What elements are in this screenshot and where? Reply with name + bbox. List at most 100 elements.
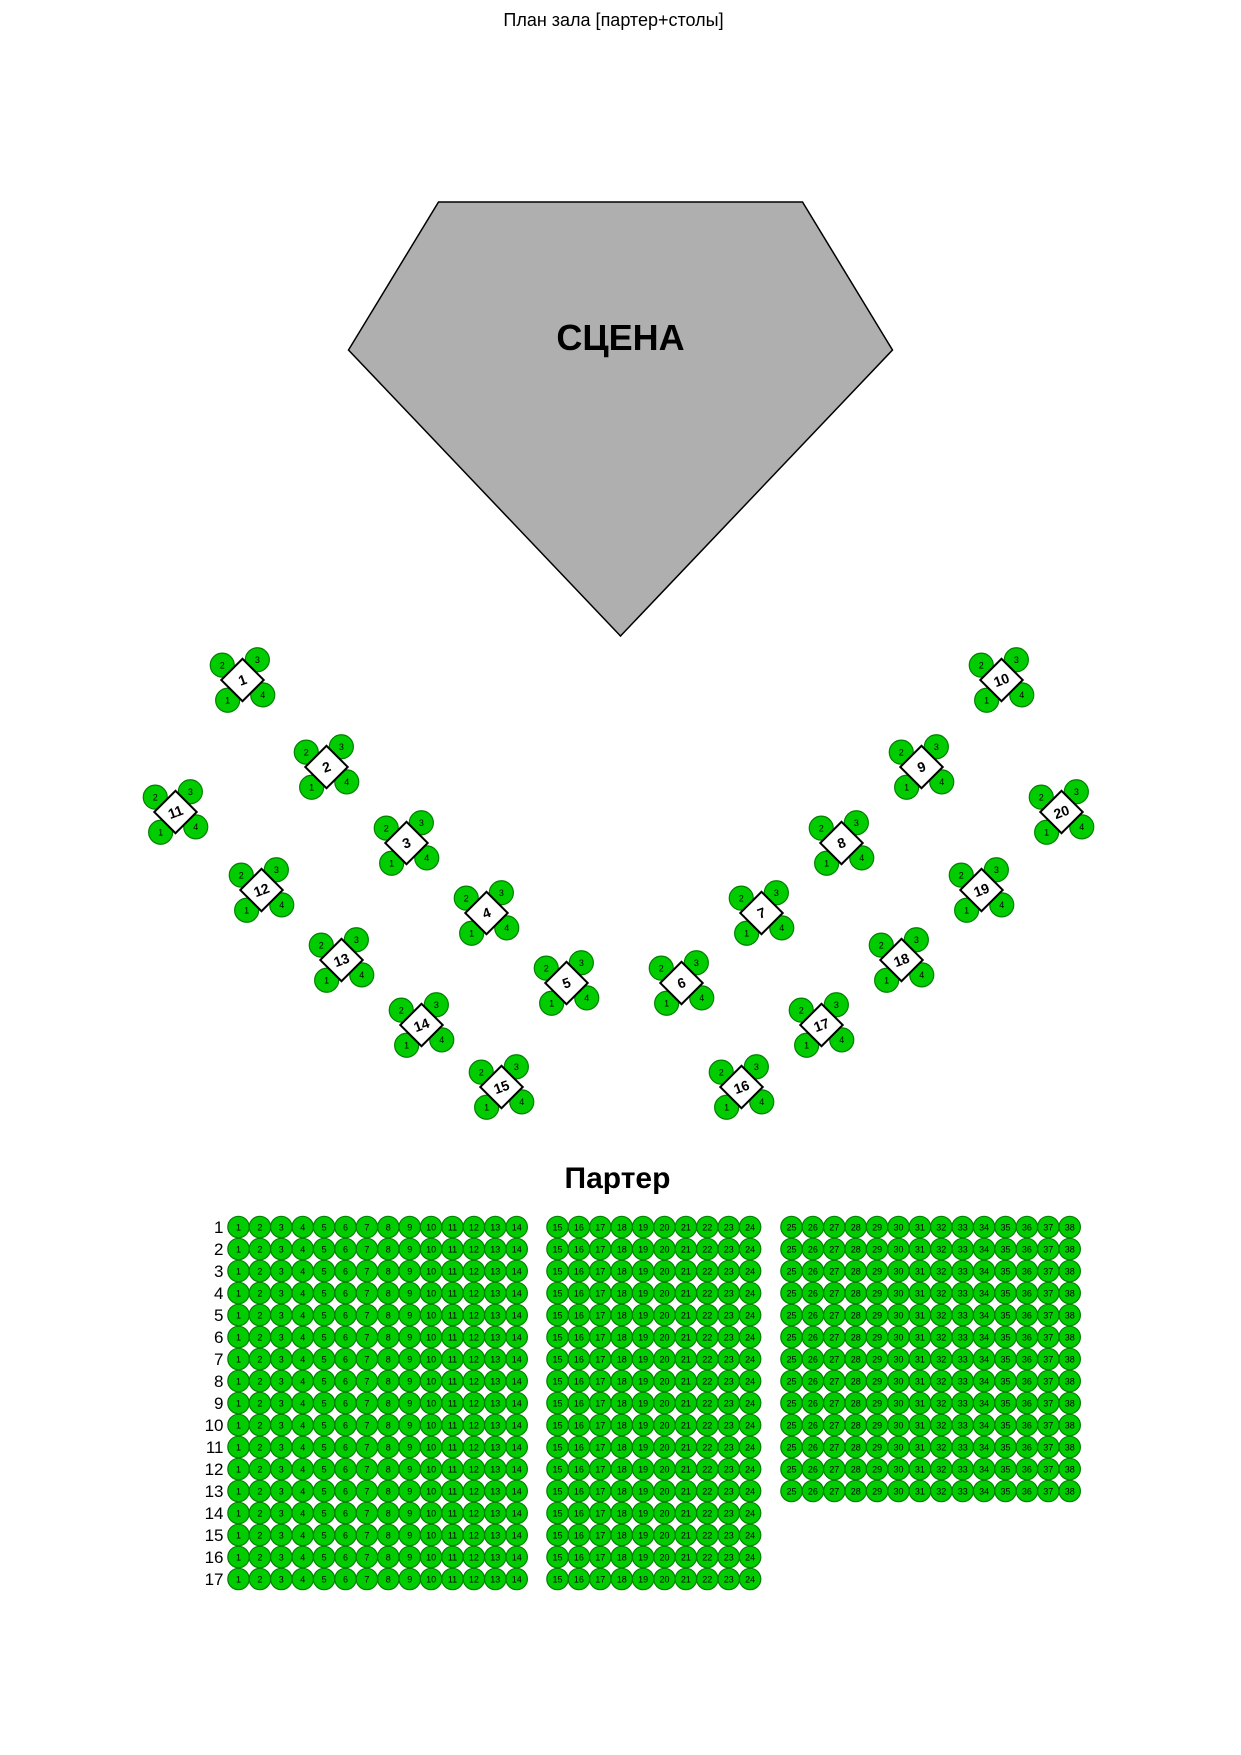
parterre-seat-label: 33 (958, 1398, 968, 1408)
parterre-seat-label: 26 (808, 1310, 818, 1320)
parterre-seat-label: 32 (936, 1442, 946, 1452)
parterre-seat-label: 25 (786, 1332, 796, 1342)
parterre-seat-label: 22 (702, 1398, 712, 1408)
parterre-seat-label: 5 (322, 1222, 327, 1232)
parterre-seat-label: 16 (574, 1398, 584, 1408)
parterre-seat-label: 27 (829, 1486, 839, 1496)
parterre-seat-label: 38 (1065, 1310, 1075, 1320)
parterre-seat-label: 30 (893, 1222, 903, 1232)
table-seat-label: 3 (419, 818, 424, 828)
table-seat-label: 3 (774, 888, 779, 898)
parterre-seat-label: 23 (724, 1288, 734, 1298)
table-seat-label: 2 (464, 893, 469, 903)
parterre-seat-label: 11 (448, 1420, 457, 1430)
parterre-seat-label: 30 (893, 1398, 903, 1408)
parterre-seat-label: 16 (574, 1464, 584, 1474)
parterre-seat-label: 24 (745, 1420, 755, 1430)
table-seat-label: 2 (959, 870, 964, 880)
parterre-seat-label: 14 (512, 1332, 522, 1342)
parterre-seat-label: 24 (745, 1332, 755, 1342)
parterre-seat-label: 33 (958, 1332, 968, 1342)
parterre-seat-label: 24 (745, 1266, 755, 1276)
parterre-seat-label: 19 (638, 1332, 648, 1342)
parterre-seat-label: 24 (745, 1574, 755, 1584)
parterre-seat-label: 32 (936, 1398, 946, 1408)
parterre-seat-label: 3 (279, 1354, 284, 1364)
parterre-seat-label: 27 (829, 1464, 839, 1474)
parterre-seat-label: 8 (386, 1420, 391, 1430)
parterre-seat-label: 17 (595, 1310, 605, 1320)
parterre-seat-label: 11 (448, 1222, 457, 1232)
parterre-seat-label: 15 (552, 1574, 562, 1584)
parterre-seat-label: 14 (512, 1574, 522, 1584)
table-seat-label: 1 (484, 1102, 489, 1112)
parterre-seat-label: 17 (595, 1288, 605, 1298)
parterre-seat-label: 36 (1022, 1222, 1032, 1232)
table-seat-label: 2 (384, 823, 389, 833)
parterre-seat-label: 14 (512, 1442, 522, 1452)
parterre-seat-label: 14 (512, 1464, 522, 1474)
parterre-seat-label: 6 (343, 1464, 348, 1474)
parterre-seat-label: 7 (364, 1464, 369, 1474)
parterre-seat-label: 30 (893, 1486, 903, 1496)
parterre-seat-label: 35 (1000, 1310, 1010, 1320)
parterre-row-label: 13 (205, 1482, 224, 1501)
parterre-seat-label: 9 (407, 1552, 412, 1562)
parterre-seat-label: 21 (681, 1574, 691, 1584)
parterre-row-label: 4 (214, 1284, 223, 1303)
parterre-seat-label: 35 (1000, 1288, 1010, 1298)
parterre-seat-label: 16 (574, 1552, 584, 1562)
parterre-seat-label: 27 (829, 1398, 839, 1408)
parterre-seat-label: 22 (702, 1464, 712, 1474)
parterre-seat-label: 21 (681, 1486, 691, 1496)
table-seat-label: 2 (979, 660, 984, 670)
parterre-seat-label: 4 (300, 1464, 305, 1474)
parterre-seat-label: 18 (617, 1310, 627, 1320)
parterre-seat-label: 4 (300, 1574, 305, 1584)
parterre-seat-label: 23 (724, 1574, 734, 1584)
table-seat-label: 1 (724, 1102, 729, 1112)
table-seat-label: 1 (389, 858, 394, 868)
parterre-seat-label: 37 (1043, 1398, 1053, 1408)
parterre-seat-label: 18 (617, 1354, 627, 1364)
table-seat-label: 3 (934, 742, 939, 752)
page-title: План зала [партер+столы] (503, 10, 723, 30)
parterre-seat-label: 20 (659, 1398, 669, 1408)
parterre-seat-label: 16 (574, 1486, 584, 1496)
parterre-seat-label: 22 (702, 1354, 712, 1364)
parterre-seat-label: 24 (745, 1244, 755, 1254)
parterre-seat-label: 6 (343, 1288, 348, 1298)
table-seat-label: 2 (544, 963, 549, 973)
parterre-seat-label: 13 (490, 1266, 500, 1276)
parterre-seat-label: 11 (448, 1266, 457, 1276)
parterre-seat-label: 23 (724, 1310, 734, 1320)
parterre-seat-label: 24 (745, 1398, 755, 1408)
parterre-seat-label: 16 (574, 1442, 584, 1452)
parterre-seat-label: 13 (490, 1222, 500, 1232)
parterre-seat-label: 32 (936, 1486, 946, 1496)
parterre-row-label: 12 (205, 1460, 224, 1479)
parterre-seat-label: 7 (364, 1288, 369, 1298)
parterre-seat-label: 35 (1000, 1464, 1010, 1474)
parterre-seat-label: 1 (236, 1442, 241, 1452)
table-seat-label: 1 (549, 998, 554, 1008)
parterre-seat-label: 20 (659, 1508, 669, 1518)
table-seat-label: 2 (819, 823, 824, 833)
parterre-seat-label: 2 (257, 1332, 262, 1342)
parterre-seat-label: 9 (407, 1398, 412, 1408)
table-seat-label: 3 (354, 935, 359, 945)
parterre-seat-label: 37 (1043, 1222, 1053, 1232)
parterre-seat-label: 13 (490, 1310, 500, 1320)
parterre-seat-label: 13 (490, 1332, 500, 1342)
parterre-row-label: 14 (205, 1504, 224, 1523)
parterre-seat-label: 8 (386, 1244, 391, 1254)
parterre-seat-label: 2 (257, 1420, 262, 1430)
parterre-seat-label: 3 (279, 1464, 284, 1474)
parterre-seat-label: 38 (1065, 1464, 1075, 1474)
parterre-seat-label: 27 (829, 1332, 839, 1342)
parterre-seat-label: 29 (872, 1332, 882, 1342)
parterre-seat-label: 4 (300, 1288, 305, 1298)
parterre-seat-label: 13 (490, 1574, 500, 1584)
table-seat-label: 2 (899, 747, 904, 757)
parterre-seat-label: 17 (595, 1552, 605, 1562)
